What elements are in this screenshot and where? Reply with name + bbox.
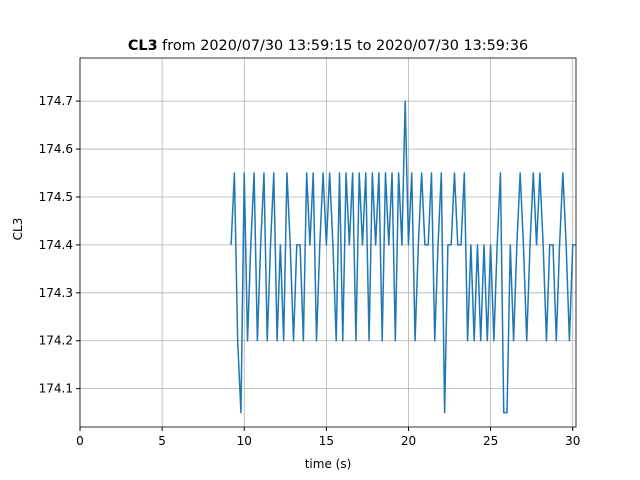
title-rest: from 2020/07/30 13:59:15 to 2020/07/30 1… [162, 38, 528, 54]
plot-frame [79, 57, 577, 428]
y-tick-label: 174.7 [39, 94, 73, 108]
x-tick-label: 25 [483, 434, 498, 448]
x-tick-label: 10 [237, 434, 252, 448]
data-line [230, 100, 576, 414]
x-tick-label: 30 [565, 434, 580, 448]
y-tick-label: 174.3 [39, 286, 73, 300]
title-bold: CL3 [128, 38, 158, 54]
y-tick-label: 174.2 [39, 334, 73, 348]
y-tick-label: 174.5 [39, 190, 73, 204]
chart-title: CL3 from 2020/07/30 13:59:15 to 2020/07/… [128, 38, 528, 54]
y-tick-label: 174.4 [39, 238, 73, 252]
y-tick-label: 174.6 [39, 142, 73, 156]
x-tick-label: 15 [319, 434, 334, 448]
x-tick-label: 5 [158, 434, 166, 448]
x-tick-label: 20 [401, 434, 416, 448]
x-axis-label: time (s) [305, 457, 352, 471]
y-axis-label: CL3 [11, 218, 25, 241]
y-tick-label: 174.1 [39, 382, 73, 396]
x-tick-label: 0 [76, 434, 84, 448]
